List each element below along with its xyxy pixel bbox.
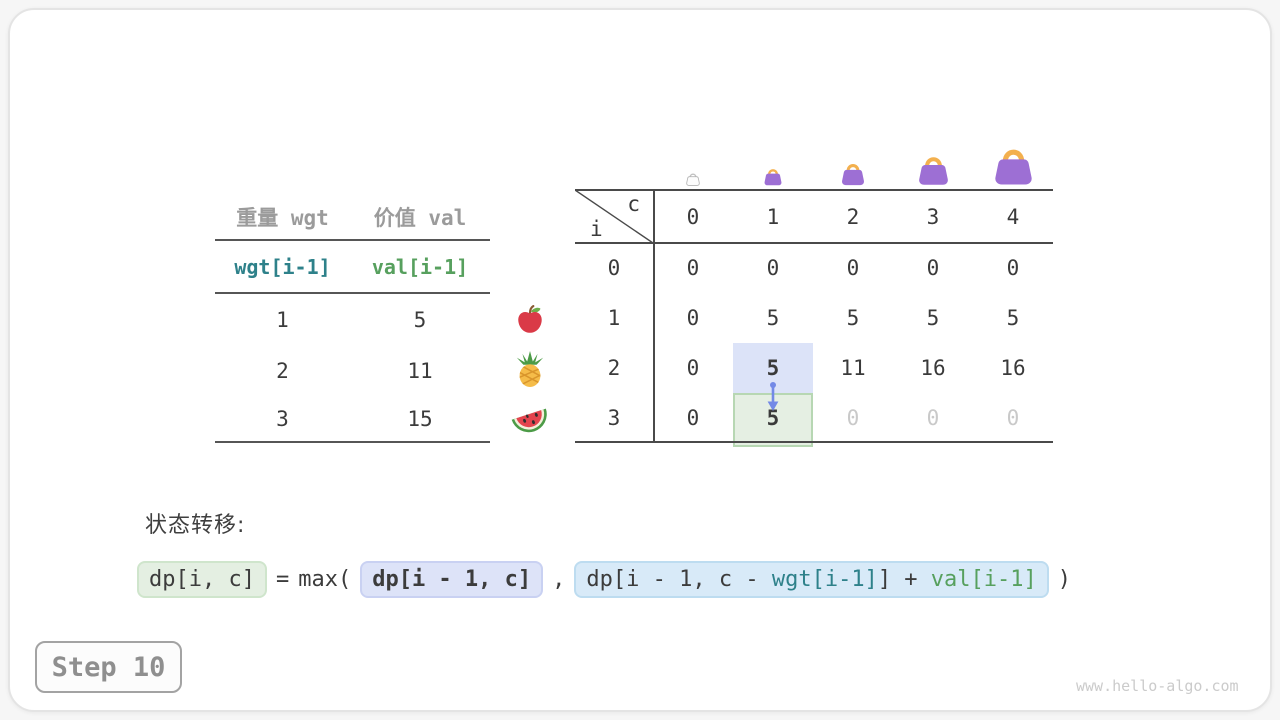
formula-max-open: max(: [298, 567, 352, 592]
dp-cell-source: 5: [766, 356, 780, 380]
val-index-label: val[i-1]: [371, 254, 469, 279]
transition-arrow-icon: [767, 382, 779, 411]
dp-cell: 0: [686, 356, 700, 380]
dp-cell: 11: [840, 356, 866, 380]
dp-cell-target: 5: [766, 406, 780, 430]
dp-cell: 5: [926, 306, 940, 330]
item-weight: 1: [276, 307, 289, 332]
col-variable: c: [627, 192, 640, 216]
dp-col-header: 3: [926, 204, 940, 229]
dp-row-header: 0: [607, 256, 621, 280]
dp-cell: 5: [846, 306, 860, 330]
diagonal-line: [575, 190, 653, 243]
item-value: 15: [407, 406, 433, 431]
item-weight: 3: [276, 406, 289, 431]
dp-col-header: 4: [1006, 204, 1020, 229]
pineapple-icon: [513, 350, 547, 392]
dp-row-header: 3: [607, 406, 621, 430]
dp-cell: 0: [686, 256, 700, 280]
dp-table: c i 0 1 2 3 4 0 0 0 0 0 0 1 0 5 5 5 5 2 …: [575, 189, 1053, 447]
value-header: 价值 val: [373, 206, 467, 230]
transition-label: 状态转移:: [145, 513, 246, 538]
item-row: 2 11: [215, 345, 490, 396]
item-row: 1 5: [215, 294, 490, 345]
item-value: 11: [407, 358, 433, 383]
dp-col-header: 0: [686, 204, 700, 229]
take-prefix: dp[i - 1, c -: [586, 567, 772, 592]
take-val-term: val[i-1]: [930, 567, 1037, 592]
step-badge: Step 10: [35, 641, 182, 693]
dp-cell: 0: [686, 306, 700, 330]
wgt-index-label: wgt[i-1]: [234, 254, 331, 279]
dp-cell-pending: 0: [1006, 406, 1020, 430]
dp-cell: 16: [1000, 356, 1026, 380]
dp-cell: 0: [926, 256, 940, 280]
dp-cell: 5: [1006, 306, 1020, 330]
dp-cell: 0: [1006, 256, 1020, 280]
dp-cell-pending: 0: [926, 406, 940, 430]
bag-icon: [915, 152, 952, 190]
dp-cell: 0: [766, 256, 780, 280]
bag-icon: [762, 166, 784, 190]
item-weight: 2: [276, 358, 289, 383]
dp-row-header: 1: [607, 306, 621, 330]
formula-option-keep: dp[i - 1, c]: [360, 561, 544, 598]
bag-ghost-icon: [685, 171, 701, 190]
dp-row-header: 2: [607, 356, 621, 380]
dp-grid: c i 0 1 2 3 4 0 0 0 0 0 0 1 0 5 5 5 5 2 …: [575, 190, 1053, 443]
dp-cell: 0: [686, 406, 700, 430]
dp-table-top-rule: [575, 189, 1053, 191]
formula-equals: =: [275, 567, 290, 592]
item-value: 5: [413, 307, 427, 332]
dp-cell: 16: [920, 356, 946, 380]
step-badge-label: Step 10: [51, 651, 166, 683]
formula-lhs: dp[i, c]: [137, 561, 267, 598]
bag-icon: [839, 160, 867, 190]
dp-cell-pending: 0: [846, 406, 860, 430]
dp-table-vertical-divider: [653, 190, 655, 443]
dp-col-header: 2: [846, 204, 860, 229]
formula-option-take: dp[i - 1, c - wgt[i-1]] + val[i-1]: [574, 561, 1049, 598]
take-plus: ] +: [877, 567, 931, 592]
items-table-index-row: wgt[i-1] val[i-1]: [215, 241, 490, 294]
formula-comma: ,: [552, 567, 566, 592]
items-table: 重量 wgt 价值 val wgt[i-1] val[i-1] 1 5 2 11…: [215, 195, 490, 443]
dp-cell: 5: [766, 306, 780, 330]
dp-cell: 0: [846, 256, 860, 280]
item-row: 3 15: [215, 396, 490, 443]
dp-col-header: 1: [766, 204, 780, 229]
apple-icon: [515, 303, 545, 339]
items-table-header: 重量 wgt 价值 val: [215, 195, 490, 241]
row-variable: i: [590, 217, 603, 241]
transition-formula: dp[i, c] = max( dp[i - 1, c] , dp[i - 1,…: [137, 561, 1071, 598]
dp-table-bottom-rule: [575, 441, 1053, 443]
dp-table-header-rule: [575, 242, 1053, 244]
take-wgt-term: wgt[i-1]: [771, 567, 878, 592]
bag-icon: [990, 143, 1037, 190]
formula-close-paren: ): [1057, 567, 1072, 592]
watermelon-icon: [510, 402, 550, 444]
weight-header: 重量 wgt: [236, 206, 329, 230]
watermark: www.hello-algo.com: [1076, 677, 1239, 695]
dp-corner-cell: c i: [575, 190, 653, 243]
